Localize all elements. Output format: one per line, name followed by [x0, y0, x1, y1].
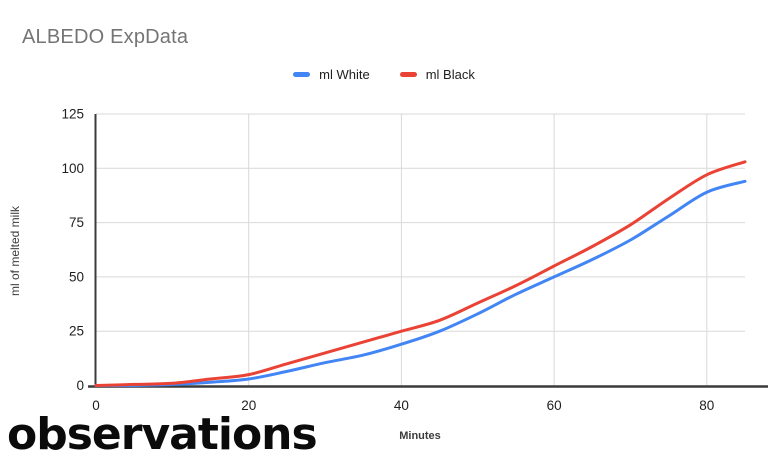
legend-item-ml-black: ml Black [399, 67, 475, 82]
legend-swatch-ml-black [399, 72, 417, 77]
legend-label-ml-black: ml Black [425, 67, 475, 82]
legend-item-ml-white: ml White [293, 67, 370, 82]
x-tick-label: 40 [394, 398, 409, 413]
chart-title: ALBEDO ExpData [22, 26, 189, 48]
y-axis-title: ml of melted milk [8, 205, 22, 297]
y-tick-label: 75 [69, 215, 84, 230]
x-tick-labels: 0 20 40 60 80 [92, 398, 714, 413]
x-tick-label: 80 [699, 398, 714, 413]
legend-swatch-ml-white [293, 72, 311, 77]
series-lines [94, 160, 747, 388]
gridlines [96, 113, 745, 386]
axis-lines [88, 114, 768, 388]
legend-label-ml-white: ml White [319, 67, 370, 82]
x-tick-label: 20 [241, 398, 256, 413]
x-tick-label: 60 [547, 398, 562, 413]
y-tick-labels: 0 25 50 75 100 125 [61, 107, 84, 394]
y-tick-label: 25 [69, 324, 84, 339]
x-axis-title: Minutes [399, 430, 441, 442]
x-tick-label: 0 [92, 398, 100, 413]
y-tick-label: 100 [61, 161, 84, 176]
y-tick-label: 50 [69, 269, 84, 284]
y-tick-label: 125 [61, 107, 84, 122]
series-line-ml-white [94, 179, 747, 388]
observations-heading: observations [7, 409, 318, 460]
legend: ml White ml Black [0, 67, 768, 82]
series-line-ml-black [94, 160, 747, 387]
y-tick-label: 0 [76, 378, 84, 393]
